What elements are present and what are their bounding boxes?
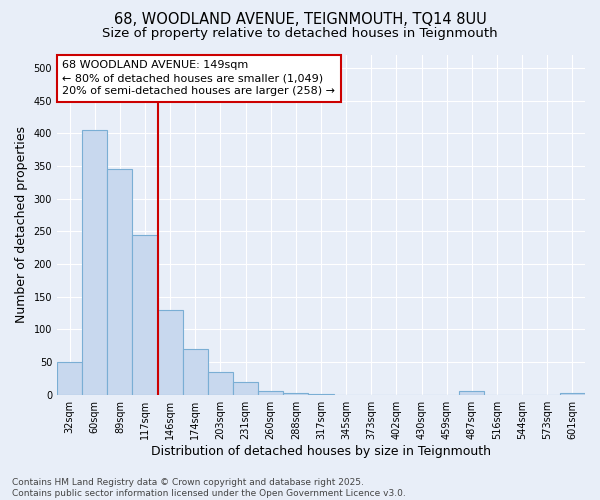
Bar xyxy=(233,382,258,394)
Bar xyxy=(258,392,283,394)
Bar xyxy=(158,310,183,394)
Text: 68, WOODLAND AVENUE, TEIGNMOUTH, TQ14 8UU: 68, WOODLAND AVENUE, TEIGNMOUTH, TQ14 8U… xyxy=(113,12,487,28)
Bar xyxy=(107,170,133,394)
Bar xyxy=(133,234,158,394)
Text: 68 WOODLAND AVENUE: 149sqm
← 80% of detached houses are smaller (1,049)
20% of s: 68 WOODLAND AVENUE: 149sqm ← 80% of deta… xyxy=(62,60,335,96)
X-axis label: Distribution of detached houses by size in Teignmouth: Distribution of detached houses by size … xyxy=(151,444,491,458)
Bar xyxy=(183,349,208,395)
Y-axis label: Number of detached properties: Number of detached properties xyxy=(15,126,28,324)
Bar xyxy=(459,392,484,394)
Bar xyxy=(82,130,107,394)
Text: Size of property relative to detached houses in Teignmouth: Size of property relative to detached ho… xyxy=(102,28,498,40)
Bar xyxy=(208,372,233,394)
Bar xyxy=(57,362,82,394)
Text: Contains HM Land Registry data © Crown copyright and database right 2025.
Contai: Contains HM Land Registry data © Crown c… xyxy=(12,478,406,498)
